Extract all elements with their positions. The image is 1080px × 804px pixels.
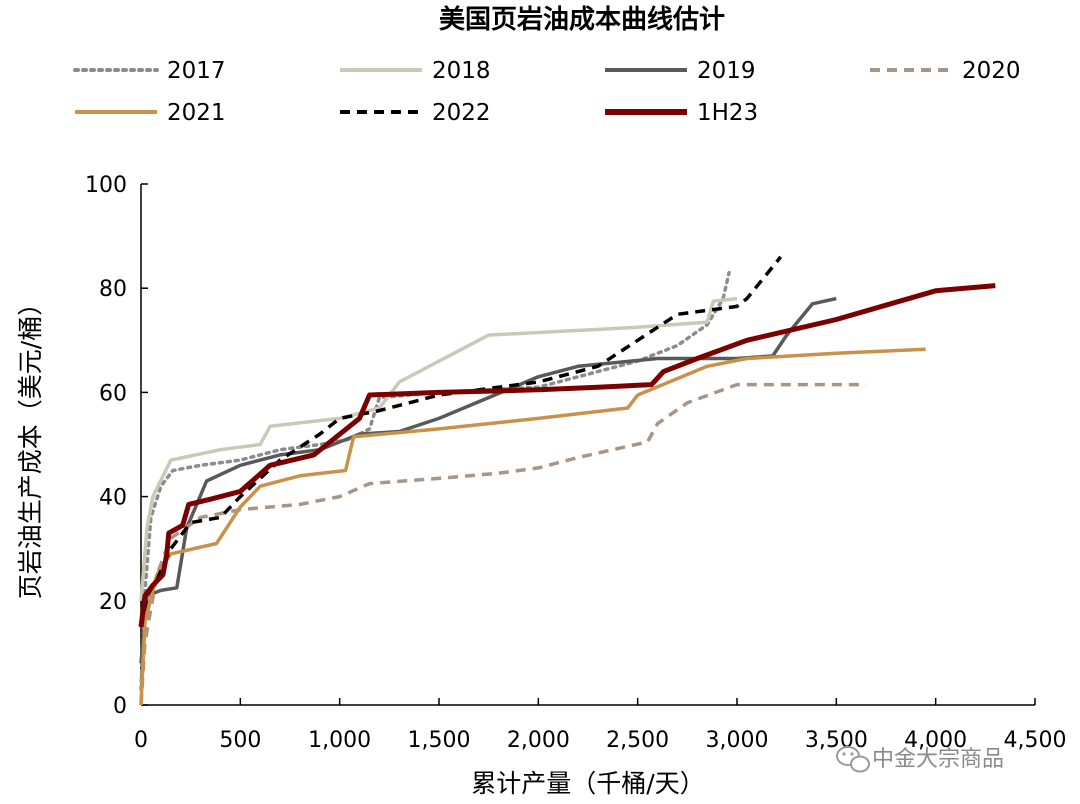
series-line-2018 <box>139 296 738 601</box>
x-tick-label: 2,500 <box>606 728 669 753</box>
x-tick-label: 500 <box>219 728 261 753</box>
legend-label-2019: 2019 <box>697 58 756 84</box>
y-tick-label: 100 <box>85 173 127 198</box>
legend-label-2020: 2020 <box>962 58 1021 84</box>
legend-label-2021: 2021 <box>167 100 226 126</box>
x-axis-title: 累计产量（千桶/天） <box>471 769 704 798</box>
x-tick-label: 4,000 <box>904 728 967 753</box>
y-tick-label: 60 <box>99 381 127 406</box>
series-line-2017 <box>139 270 731 692</box>
series-lines <box>138 255 996 706</box>
legend: 2017 2018 2019 2020 2021 2022 1H23 <box>73 58 1021 126</box>
series-line-2021 <box>139 347 926 706</box>
chart-title: 美国页岩油成本曲线估计 <box>439 4 725 35</box>
x-tick-label: 0 <box>134 728 148 753</box>
legend-label-2017: 2017 <box>167 58 226 84</box>
plot-area: 0 20 40 60 80 100 0 500 1,000 1,500 2,000 2,500 3,00… <box>85 173 1066 753</box>
x-tick-label: 3,000 <box>706 728 769 753</box>
y-tick-label: 40 <box>99 486 127 511</box>
axis-ticks: 0 20 40 60 80 100 0 500 1,000 1,500 2,000 2,500 3,00… <box>85 173 1066 753</box>
legend-label-2018: 2018 <box>432 58 491 84</box>
x-tick-label: 2,000 <box>507 728 570 753</box>
series-line-2022 <box>139 255 783 628</box>
watermark: 中金大宗商品 <box>836 746 1004 773</box>
series-line-2019 <box>139 296 837 664</box>
series-line-1H23 <box>138 283 996 628</box>
watermark-text: 中金大宗商品 <box>872 747 1004 772</box>
wechat-icon <box>836 746 870 773</box>
x-tick-label: 4,500 <box>1004 728 1067 753</box>
y-tick-label: 0 <box>113 694 127 719</box>
x-tick-label: 3,500 <box>805 728 868 753</box>
y-tick-label: 20 <box>99 590 127 615</box>
y-axis-title: 页岩油生产成本（美元/桶） <box>16 291 45 599</box>
y-tick-label: 80 <box>99 277 127 302</box>
x-tick-label: 1,000 <box>308 728 371 753</box>
legend-label-2022: 2022 <box>432 100 491 126</box>
legend-label-1H23: 1H23 <box>697 100 758 126</box>
x-tick-label: 1,500 <box>408 728 471 753</box>
series-line-2020 <box>139 382 867 706</box>
